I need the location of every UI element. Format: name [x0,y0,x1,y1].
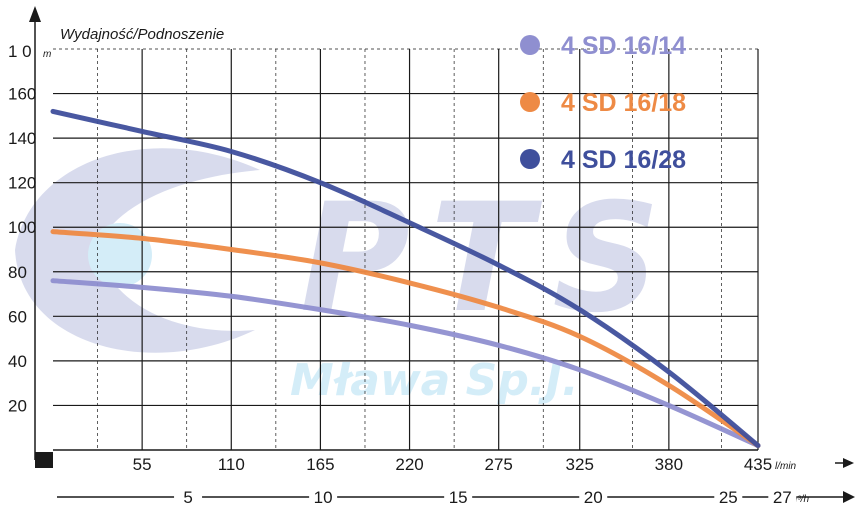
y-axis [29,6,41,460]
legend-label: 4 SD 16/28 [561,146,686,174]
y-tick-labels: 20 40 60 80 100 120 140 160 [8,85,36,416]
x-tick-label: 325 [566,455,594,474]
grid-lines [53,48,759,451]
x-tick-label: 55 [133,455,152,474]
x2-tick-label: 25 [719,488,738,507]
x2-tick-label: 15 [449,488,468,507]
y-tick-label: 160 [8,85,36,104]
y-tick-label: 20 [8,396,27,415]
x2-tick-bg [714,487,743,507]
x2-tick-label: 27 [773,488,792,507]
y-tick-label: 100 [8,218,36,237]
legend-label: 4 SD 16/14 [561,32,686,60]
legend-label: 4 SD 16/18 [561,89,686,117]
series-line-2 [50,229,761,449]
x-axis-arrow-icon [835,458,854,468]
x-tick-label: 435 [744,455,772,474]
y-top-label: 1 0 [8,42,32,61]
watermark-swoosh [15,148,260,353]
y-tick-label: 140 [8,129,36,148]
series-curves [50,108,761,449]
x2-tick-label: 10 [314,488,333,507]
y-tick-label: 60 [8,307,27,326]
series-line-3 [50,108,761,449]
y-axis-arrow-icon [29,6,41,22]
x-unit-label: l/min [775,461,797,472]
y-tick-label: 120 [8,174,36,193]
y-tick-label: 40 [8,352,27,371]
secondary-axis-arrow-icon [843,491,855,503]
x-tick-labels: 55 110 165 220 275 325 380 435 [133,455,773,474]
x-tick-label: 380 [655,455,683,474]
x2-tick-label: 20 [584,488,603,507]
chart-title: Wydajność/Podnoszenie [60,26,224,43]
origin-marker [35,452,53,468]
y-tick-label: 80 [8,263,27,282]
x2-unit-label: m³/h [789,494,809,505]
y-unit-label: m [43,49,51,60]
x2-tick-bg [174,487,203,507]
x2-tick-bg [309,487,338,507]
x2-tick-labels: 5 10 15 20 25 27 [174,487,797,507]
x-tick-label: 110 [218,455,245,474]
x2-tick-label: 5 [183,488,192,507]
watermark-sub-text: Mława Sp.J. [290,355,579,406]
series-line-1 [50,278,761,449]
legend-marker-icon [520,149,540,169]
x2-tick-bg [579,487,608,507]
legend: 4 SD 16/14 4 SD 16/18 4 SD 16/28 [520,32,686,174]
x-tick-label: 275 [485,455,513,474]
x2-tick-bg [444,487,473,507]
x2-tick-bg [768,487,797,507]
legend-marker-icon [520,92,540,112]
x-tick-label: 220 [395,455,423,474]
legend-marker-icon [520,35,540,55]
x-tick-label: 165 [306,455,334,474]
watermark-logo: PTS Mława Sp.J. [15,148,660,406]
